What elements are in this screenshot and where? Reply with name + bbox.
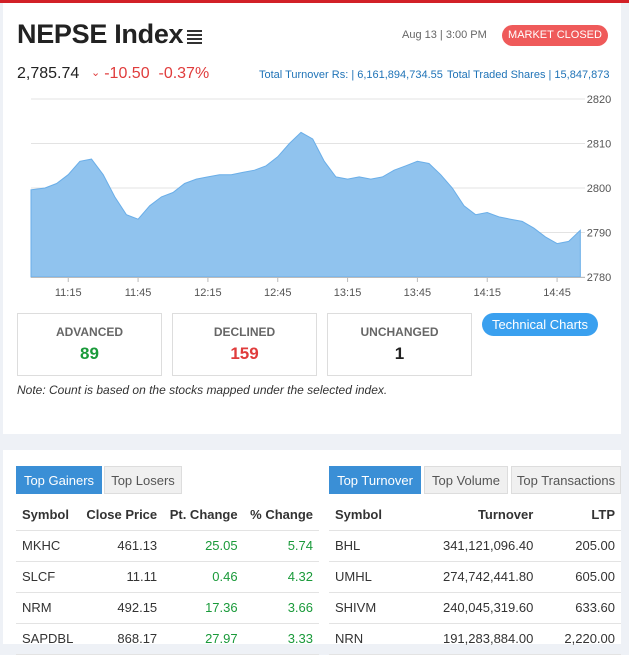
ltp-cell: 633.60	[539, 592, 621, 624]
x-tick-label: 14:15	[473, 287, 501, 299]
top-accent-bar	[0, 0, 629, 3]
turnover-cell: 240,045,319.60	[405, 592, 540, 624]
page-title: NEPSE Index	[17, 19, 184, 49]
ltp-cell: 205.00	[539, 530, 621, 562]
advanced-box: ADVANCED 89	[17, 313, 162, 376]
turnover-table: Symbol Turnover LTP BHL 341,121,096.40 205…	[329, 499, 621, 655]
index-note: Note: Count is based on the stocks mappe…	[17, 383, 388, 397]
table-row[interactable]: SHIVM 240,045,319.60 633.60	[329, 592, 621, 624]
close-price-cell: 492.15	[79, 592, 164, 624]
pct-change-cell: 5.74	[243, 530, 319, 562]
x-tick-label: 13:15	[334, 287, 362, 299]
declined-label: DECLINED	[213, 325, 276, 339]
declined-count: 159	[230, 344, 259, 363]
declined-box: DECLINED 159	[172, 313, 317, 376]
index-change: ⌄ -10.50 -0.37%	[91, 65, 209, 83]
tab-top-turnover[interactable]: Top Turnover	[329, 466, 421, 494]
symbol-cell[interactable]: SAPDBL	[16, 623, 80, 655]
index-area-series	[30, 131, 581, 278]
caret-down-icon: ⌄	[91, 67, 101, 79]
ltp-cell: 605.00	[539, 561, 621, 593]
close-price-cell: 11.11	[79, 561, 164, 593]
y-tick-label: 2820	[587, 94, 611, 106]
market-status-badge: MARKET CLOSED	[502, 25, 608, 46]
pct-change-cell: 4.32	[243, 561, 319, 593]
point-change: -10.50	[104, 65, 150, 82]
y-tick-label: 2790	[587, 228, 611, 240]
table-header-row: Symbol Close Price Pt. Change % Change	[16, 499, 319, 531]
advanced-label: ADVANCED	[55, 325, 124, 339]
index-value: 2,785.74	[17, 65, 80, 82]
technical-charts-button[interactable]: Technical Charts	[482, 313, 598, 336]
pct-change-cell: 3.66	[243, 592, 319, 624]
tab-top-volume[interactable]: Top Volume	[424, 466, 508, 494]
index-chart[interactable]: 2780 2790 2800 2810 2820 11:15 11:45 12:15 12:45…	[3, 89, 621, 309]
advanced-count: 89	[80, 344, 99, 363]
column-header: LTP	[539, 499, 621, 531]
menu-icon[interactable]	[187, 30, 202, 44]
close-price-cell: 868.17	[79, 623, 164, 655]
close-price-cell: 461.13	[79, 530, 164, 562]
x-tick-label: 11:45	[125, 287, 152, 299]
column-header: Turnover	[405, 499, 540, 531]
x-tick-label: 14:45	[543, 287, 571, 299]
column-header: Symbol	[16, 499, 80, 531]
table-row[interactable]: SAPDBL 868.17 27.97 3.33	[16, 623, 319, 655]
y-tick-label: 2810	[587, 139, 611, 151]
unchanged-count: 1	[394, 344, 405, 363]
symbol-cell[interactable]: NRN	[329, 623, 406, 655]
symbol-cell[interactable]: MKHC	[16, 530, 80, 562]
gainers-table: Symbol Close Price Pt. Change % Change M…	[16, 499, 319, 655]
y-tick-label: 2800	[587, 183, 611, 195]
pt-change-cell: 0.46	[163, 561, 244, 593]
percent-change: -0.37%	[158, 65, 210, 82]
table-header-row: Symbol Turnover LTP	[329, 499, 621, 531]
pct-change-cell: 3.33	[243, 623, 319, 655]
tab-top-gainers[interactable]: Top Gainers	[16, 466, 102, 494]
market-datetime: Aug 13 | 3:00 PM	[402, 29, 487, 41]
table-row[interactable]: UMHL 274,742,441.80 605.00	[329, 561, 621, 593]
table-row[interactable]: BHL 341,121,096.40 205.00	[329, 530, 621, 562]
y-tick-label: 2780	[587, 272, 611, 284]
movers-card: Top Gainers Top Losers Symbol Close Pric…	[3, 450, 621, 655]
table-row[interactable]: NRN 191,283,884.00 2,220.00	[329, 623, 621, 655]
tab-top-transactions[interactable]: Top Transactions	[511, 466, 621, 494]
symbol-cell[interactable]: SLCF	[16, 561, 80, 593]
column-header: Close Price	[79, 499, 164, 531]
symbol-cell[interactable]: SHIVM	[329, 592, 406, 624]
pt-change-cell: 17.36	[163, 592, 244, 624]
turnover-cell: 191,283,884.00	[405, 623, 540, 655]
x-tick-label: 12:15	[194, 287, 222, 299]
x-tick-label: 12:45	[264, 287, 292, 299]
turnover-cell: 341,121,096.40	[405, 530, 540, 562]
tab-top-losers[interactable]: Top Losers	[104, 466, 182, 494]
column-header: Pt. Change	[163, 499, 244, 531]
ltp-cell: 2,220.00	[539, 623, 621, 655]
pt-change-cell: 25.05	[163, 530, 244, 562]
turnover-cell: 274,742,441.80	[405, 561, 540, 593]
unchanged-box: UNCHANGED 1	[327, 313, 472, 376]
symbol-cell[interactable]: BHL	[329, 530, 406, 562]
index-card: NEPSE Index Aug 13 | 3:00 PM MARKET CLOS…	[3, 3, 621, 434]
total-traded-shares: Total Traded Shares | 15,847,873	[447, 69, 610, 81]
table-row[interactable]: NRM 492.15 17.36 3.66	[16, 592, 319, 624]
symbol-cell[interactable]: NRM	[16, 592, 80, 624]
table-row[interactable]: MKHC 461.13 25.05 5.74	[16, 530, 319, 562]
unchanged-label: UNCHANGED	[360, 325, 439, 339]
column-header: Symbol	[329, 499, 406, 531]
table-row[interactable]: SLCF 11.11 0.46 4.32	[16, 561, 319, 593]
total-turnover: Total Turnover Rs: | 6,161,894,734.55	[259, 69, 443, 81]
pt-change-cell: 27.97	[163, 623, 244, 655]
x-tick-label: 11:15	[55, 287, 82, 299]
column-header: % Change	[243, 499, 319, 531]
x-tick-label: 13:45	[404, 287, 432, 299]
symbol-cell[interactable]: UMHL	[329, 561, 406, 593]
